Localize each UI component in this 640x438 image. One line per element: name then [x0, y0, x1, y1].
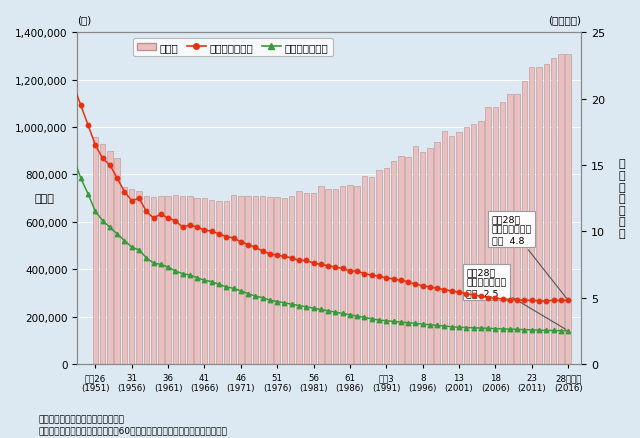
Text: （注）年齢調整死亡率は，「昭和60年モデル人口」を基準人口としている。: （注）年齢調整死亡率は，「昭和60年モデル人口」を基準人口としている。: [38, 426, 227, 435]
Y-axis label: 年
齢
調
整
死
亡
率: 年 齢 調 整 死 亡 率: [618, 159, 625, 238]
Bar: [129, 189, 134, 364]
Bar: [347, 186, 353, 364]
Legend: 死亡数, 男（右目盛り）, 女（右目盛り）: 死亡数, 男（右目盛り）, 女（右目盛り）: [133, 39, 333, 57]
Bar: [536, 67, 541, 364]
Bar: [275, 198, 280, 364]
Bar: [355, 187, 360, 364]
Bar: [296, 191, 301, 364]
Text: 死亡数: 死亡数: [35, 194, 54, 204]
Bar: [268, 198, 273, 364]
Bar: [180, 196, 186, 364]
Bar: [383, 168, 389, 364]
Bar: [449, 137, 454, 364]
Text: 資料：厘生労働省「人口動態統計」: 資料：厘生労働省「人口動態統計」: [38, 414, 124, 424]
Bar: [108, 152, 113, 364]
Bar: [100, 145, 106, 364]
Bar: [551, 60, 556, 364]
Bar: [522, 81, 527, 364]
Bar: [165, 196, 171, 364]
Bar: [340, 187, 346, 364]
Bar: [529, 68, 534, 364]
Bar: [500, 102, 506, 364]
Bar: [325, 189, 331, 364]
Bar: [485, 108, 491, 364]
Bar: [478, 121, 484, 364]
Bar: [456, 133, 461, 364]
Bar: [435, 143, 440, 364]
Bar: [333, 189, 338, 364]
Text: 平成28年
年齢調整死亡率
男性  4.8: 平成28年 年齢調整死亡率 男性 4.8: [492, 215, 566, 298]
Bar: [209, 200, 214, 364]
Bar: [543, 64, 549, 364]
Bar: [143, 196, 149, 364]
Bar: [362, 177, 367, 364]
Bar: [405, 157, 411, 364]
Text: 昭和22年
年齢調整死亡率
女性  18.3: 昭和22年 年齢調整死亡率 女性 18.3: [0, 437, 1, 438]
Bar: [173, 195, 178, 364]
Bar: [216, 201, 221, 364]
Bar: [231, 196, 236, 364]
Bar: [282, 199, 287, 364]
Bar: [471, 124, 476, 364]
Bar: [238, 196, 244, 364]
Bar: [151, 198, 156, 364]
Bar: [391, 162, 396, 364]
Text: (人): (人): [77, 15, 92, 25]
Bar: [463, 127, 469, 364]
Bar: [136, 191, 142, 364]
Bar: [195, 199, 200, 364]
Bar: [398, 156, 404, 364]
Bar: [158, 197, 164, 364]
Text: 昭和22年
年齢調整死亡率
男性  23.6: 昭和22年 年齢調整死亡率 男性 23.6: [0, 437, 1, 438]
Bar: [442, 132, 447, 364]
Bar: [413, 146, 418, 364]
Bar: [376, 170, 381, 364]
Bar: [515, 95, 520, 364]
Bar: [318, 187, 324, 364]
Bar: [188, 197, 193, 364]
Bar: [558, 55, 564, 364]
Bar: [93, 137, 98, 364]
Bar: [202, 199, 207, 364]
Bar: [311, 194, 316, 364]
Bar: [223, 201, 229, 364]
Bar: [369, 178, 374, 364]
Bar: [115, 159, 120, 364]
Bar: [565, 55, 571, 364]
Bar: [289, 197, 294, 364]
Bar: [427, 148, 433, 364]
Bar: [122, 188, 127, 364]
Bar: [260, 196, 266, 364]
Bar: [420, 152, 426, 364]
Bar: [245, 197, 251, 364]
Bar: [507, 94, 513, 364]
Bar: [253, 197, 258, 364]
Bar: [493, 108, 498, 364]
Text: (人口千對): (人口千對): [548, 15, 581, 25]
Text: 平成28年
年齢調整死亡率
女性  2.5: 平成28年 年齢調整死亡率 女性 2.5: [467, 268, 566, 329]
Bar: [303, 194, 309, 364]
